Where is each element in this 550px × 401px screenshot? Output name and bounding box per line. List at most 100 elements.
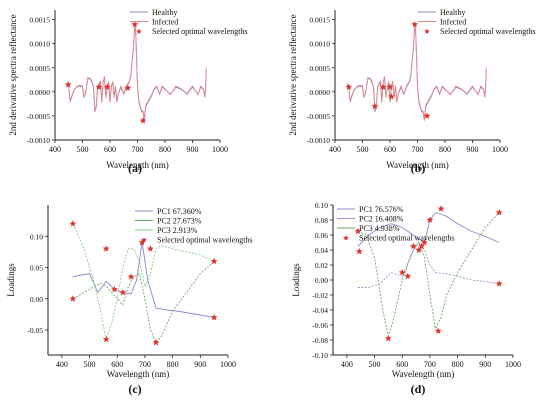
selected-wavelength-marker — [102, 245, 110, 252]
y-tick-label: -0.0010 — [27, 136, 50, 145]
selected-wavelength-marker — [371, 102, 379, 110]
x-tick-label: 1000 — [220, 360, 236, 369]
x-tick-label: 500 — [357, 145, 369, 154]
y-axis-label: Loadings — [6, 263, 16, 297]
y-tick-label: 0.0010 — [309, 40, 330, 49]
x-tick-label: 1000 — [212, 145, 228, 154]
y-tick-label: 0.00 — [30, 295, 43, 304]
x-tick-label: 900 — [479, 360, 491, 369]
x-tick-label: 900 — [467, 145, 479, 154]
y-tick-label: 0.08 — [315, 216, 328, 225]
legend-entry: Healthy — [440, 8, 465, 17]
panel-caption: (d) — [411, 382, 426, 396]
legend-entry: Selected optimal wavelengths — [157, 236, 253, 245]
y-tick-label: -0.08 — [312, 336, 328, 345]
y-tick-label: -0.02 — [312, 291, 328, 300]
selected-wavelength-marker — [420, 238, 428, 246]
legend-marker — [141, 237, 147, 243]
selected-wavelength-marker — [127, 273, 135, 280]
y-tick-label: 0.0000 — [29, 88, 50, 97]
legend-entry: Infected — [440, 18, 466, 27]
chart-c: 400 500 600 700 800 900 1000 -0.05 0.00 0.05 0.10 W… — [6, 205, 253, 396]
selected-wavelength-marker — [111, 285, 118, 293]
selected-wavelength-marker — [411, 20, 419, 28]
x-tick-label: 400 — [49, 145, 61, 154]
x-tick-label: 600 — [396, 360, 408, 369]
selected-wavelength-marker — [495, 208, 503, 216]
x-tick-label: 700 — [412, 145, 424, 154]
legend-entry: Selected optimal wavelengths — [152, 27, 248, 36]
selected-wavelength-marker — [384, 334, 392, 342]
x-tick-label: 600 — [104, 145, 116, 154]
y-tick-label: 0.04 — [315, 246, 328, 255]
x-tick-label: 1000 — [505, 360, 521, 369]
selected-wavelength-marker — [398, 268, 406, 276]
selected-wavelength-marker — [102, 335, 110, 343]
y-tick-label: 0.0005 — [309, 64, 330, 73]
chart-d: 400 500 600 700 800 900 1000 -0.10 -0.08 -0.06 -0.… — [291, 201, 521, 396]
selected-wavelength-marker — [124, 84, 132, 91]
legend-entry: PC2 27.673% — [157, 217, 202, 226]
panel-caption: (a) — [128, 161, 142, 175]
y-tick-label: 0.0015 — [29, 16, 50, 25]
x-tick-label: 900 — [187, 145, 199, 154]
y-tick-label: 0.0000 — [309, 88, 330, 97]
legend-entry: Healthy — [152, 8, 177, 17]
selected-wavelength-marker — [355, 247, 363, 255]
y-axis-label: 2nd derivative spectra reflectance — [288, 14, 298, 135]
selected-wavelength-marker — [103, 83, 111, 90]
selected-wavelength-marker — [437, 205, 445, 212]
selected-wavelength-marker — [418, 242, 426, 250]
chart-b: 400 500 600 700 800 900 1000 -0.0010 -0.0005 0.00… — [288, 8, 536, 175]
selected-wavelength-marker — [423, 112, 431, 119]
x-axis-label: Wavelength (nm) — [392, 369, 455, 379]
panel-caption: (c) — [128, 382, 141, 396]
selected-wavelength-marker — [64, 81, 72, 88]
selected-wavelength-marker — [95, 83, 103, 90]
selected-wavelength-marker — [69, 220, 77, 227]
y-tick-label: -0.04 — [312, 306, 328, 315]
y-tick-label: -0.05 — [27, 326, 43, 335]
selected-wavelength-marker — [131, 20, 139, 28]
panel-caption: (b) — [411, 161, 426, 175]
series-line-2 — [66, 24, 207, 121]
series-line-2 — [72, 260, 215, 344]
x-axis-label: Wavelength (nm) — [106, 160, 169, 170]
x-tick-label: 800 — [159, 145, 171, 154]
y-tick-label: 0.05 — [30, 264, 43, 273]
selected-wavelength-marker — [434, 327, 442, 334]
x-tick-label: 800 — [167, 360, 179, 369]
x-axis-label: Wavelength (nm) — [107, 369, 170, 379]
legend-entry: PC1 67.360% — [157, 207, 202, 216]
y-tick-label: -0.0005 — [307, 112, 330, 121]
y-tick-label: 0.00 — [315, 276, 328, 285]
selected-wavelength-marker — [139, 117, 147, 124]
x-axis-label: Wavelength (nm) — [386, 160, 449, 170]
y-tick-label: 0.0010 — [29, 40, 50, 49]
x-tick-label: 800 — [439, 145, 451, 154]
selected-wavelength-marker — [386, 83, 394, 90]
x-tick-label: 600 — [111, 360, 123, 369]
y-tick-label: -0.0010 — [307, 136, 330, 145]
y-tick-label: -0.06 — [312, 321, 328, 330]
selected-wavelength-marker — [69, 295, 77, 302]
selected-wavelength-marker — [345, 83, 353, 90]
y-tick-label: 0.02 — [315, 261, 328, 270]
x-tick-label: 400 — [56, 360, 68, 369]
y-tick-label: -0.0005 — [27, 112, 50, 121]
series-line-1 — [357, 211, 500, 247]
x-tick-label: 900 — [194, 360, 206, 369]
y-tick-label: -0.10 — [312, 351, 328, 360]
y-tick-label: 0.10 — [315, 201, 328, 210]
y-axis-label: Loadings — [291, 263, 301, 297]
selected-wavelength-marker — [210, 313, 218, 321]
series-line-3 — [357, 212, 500, 337]
x-tick-label: 700 — [139, 360, 151, 369]
y-tick-label: 0.0005 — [29, 64, 50, 73]
series-line-2 — [357, 241, 500, 288]
x-tick-label: 400 — [341, 360, 353, 369]
selected-wavelength-marker — [426, 216, 434, 223]
x-tick-label: 500 — [77, 145, 89, 154]
selected-wavelength-marker — [415, 246, 423, 253]
